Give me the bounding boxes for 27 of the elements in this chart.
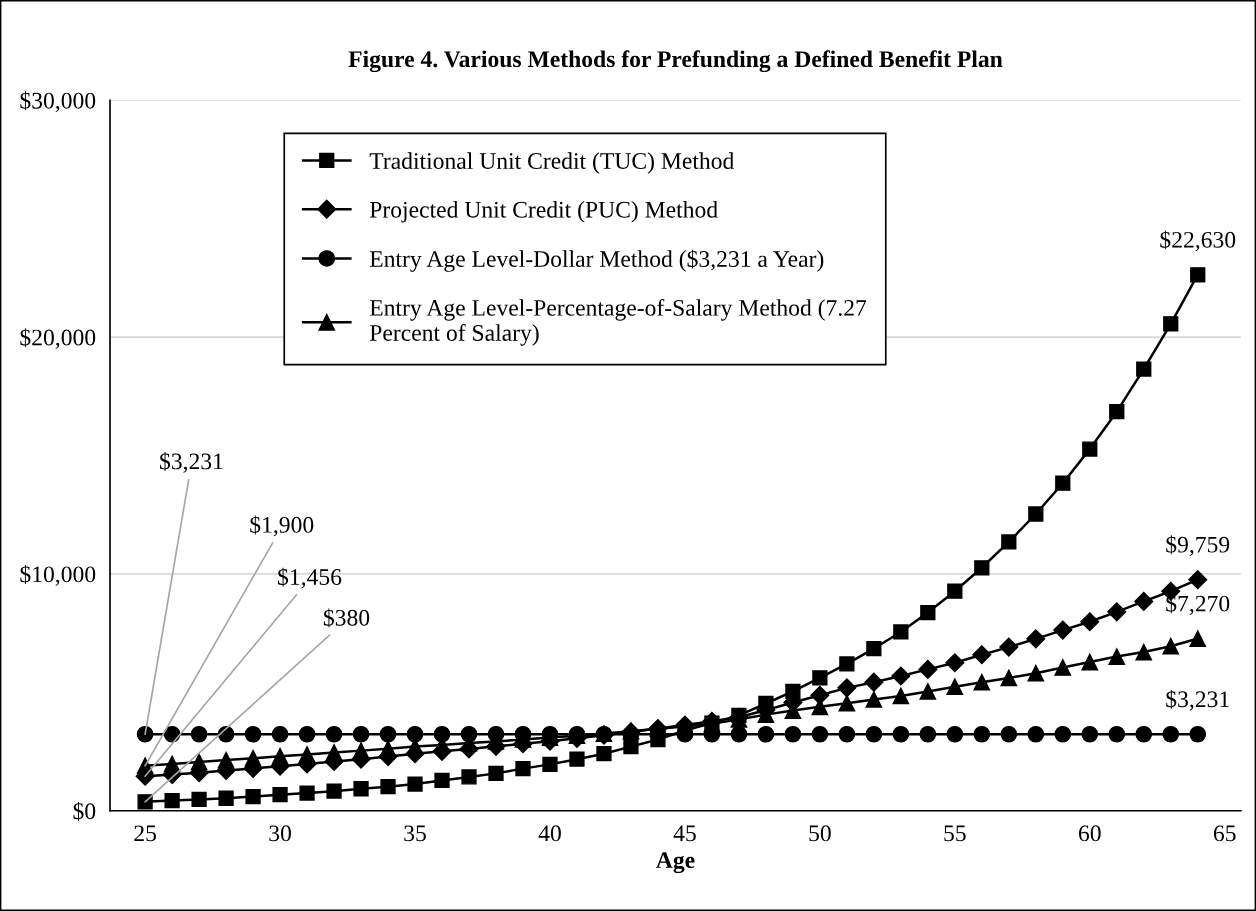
data-label: $1,456: [278, 567, 342, 589]
x-tick-label: 65: [1213, 825, 1236, 842]
y-tick-label: $0: [73, 801, 96, 821]
x-tick-label: 30: [269, 825, 291, 842]
x-axis-title: Age: [656, 852, 695, 874]
x-tick-label: 55: [944, 825, 966, 842]
x-tick-label: 25: [134, 825, 156, 842]
x-tick-label: 35: [404, 825, 426, 842]
legend-label: Traditional Unit Credit (TUC) Method: [369, 152, 735, 174]
x-tick-label: 50: [809, 825, 831, 842]
data-label: $380: [323, 608, 370, 628]
data-label: $22,630: [1160, 230, 1236, 252]
data-label: $3,231: [1166, 689, 1229, 711]
legend-label: Entry Age Level-Dollar Method ($3,231 a Year): [369, 249, 824, 272]
data-label: $9,759: [1166, 535, 1230, 557]
data-label: $7,270: [1166, 594, 1230, 615]
data-label: $3,231: [160, 452, 223, 473]
y-tick-label: $20,000: [20, 328, 96, 349]
data-label: $1,900: [250, 515, 314, 537]
x-tick-label: 45: [673, 825, 696, 842]
y-tick-label: $10,000: [20, 565, 96, 586]
x-tick-label: 40: [538, 825, 561, 842]
x-tick-label: 60: [1078, 825, 1101, 842]
legend-label: Projected Unit Credit (PUC) Method: [369, 201, 718, 223]
y-tick-label: $30,000: [20, 91, 96, 113]
legend-label: Entry Age Level-Percentage-of-Salary Method (7.27 Percent of Salary): [369, 298, 867, 346]
chart-title: Figure 4. Various Methods for Prefunding a Defined Benefit Plan: [348, 50, 1003, 73]
